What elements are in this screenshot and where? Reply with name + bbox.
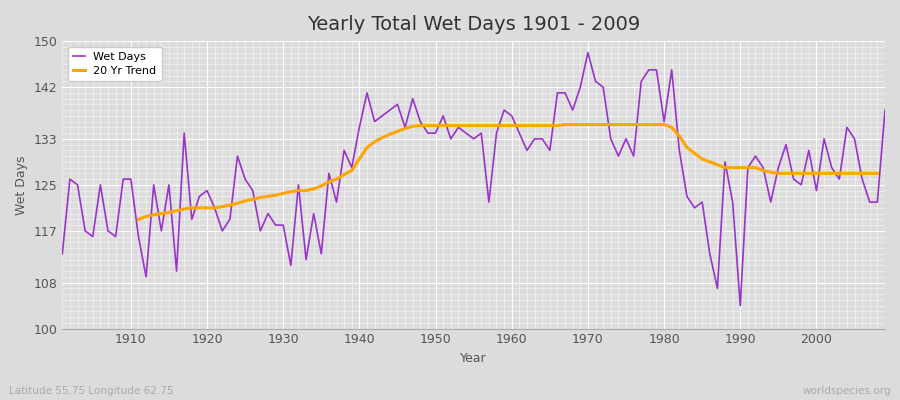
Title: Yearly Total Wet Days 1901 - 2009: Yearly Total Wet Days 1901 - 2009 — [307, 15, 640, 34]
Wet Days — [499, 108, 509, 112]
20 Yr Trend — [544, 123, 555, 128]
Wet Days — [331, 200, 342, 204]
Legend: Wet Days, 20 Yr Trend: Wet Days, 20 Yr Trend — [68, 47, 162, 81]
20 Yr Trend — [560, 122, 571, 127]
20 Yr Trend — [872, 171, 883, 176]
Wet Days — [118, 177, 129, 182]
20 Yr Trend — [705, 160, 716, 164]
20 Yr Trend — [194, 206, 205, 210]
Wet Days — [606, 136, 616, 141]
X-axis label: Year: Year — [460, 352, 487, 365]
20 Yr Trend — [606, 122, 616, 127]
20 Yr Trend — [133, 217, 144, 222]
Wet Days — [582, 50, 593, 55]
20 Yr Trend — [179, 206, 190, 211]
Wet Days — [879, 108, 890, 112]
Line: Wet Days: Wet Days — [62, 53, 885, 306]
Wet Days — [735, 303, 746, 308]
Wet Days — [507, 114, 517, 118]
Line: 20 Yr Trend: 20 Yr Trend — [139, 124, 878, 219]
Text: Latitude 55.75 Longitude 62.75: Latitude 55.75 Longitude 62.75 — [9, 386, 174, 396]
Text: worldspecies.org: worldspecies.org — [803, 386, 891, 396]
Y-axis label: Wet Days: Wet Days — [15, 155, 28, 214]
20 Yr Trend — [483, 123, 494, 128]
Wet Days — [57, 252, 68, 256]
Wet Days — [285, 263, 296, 268]
